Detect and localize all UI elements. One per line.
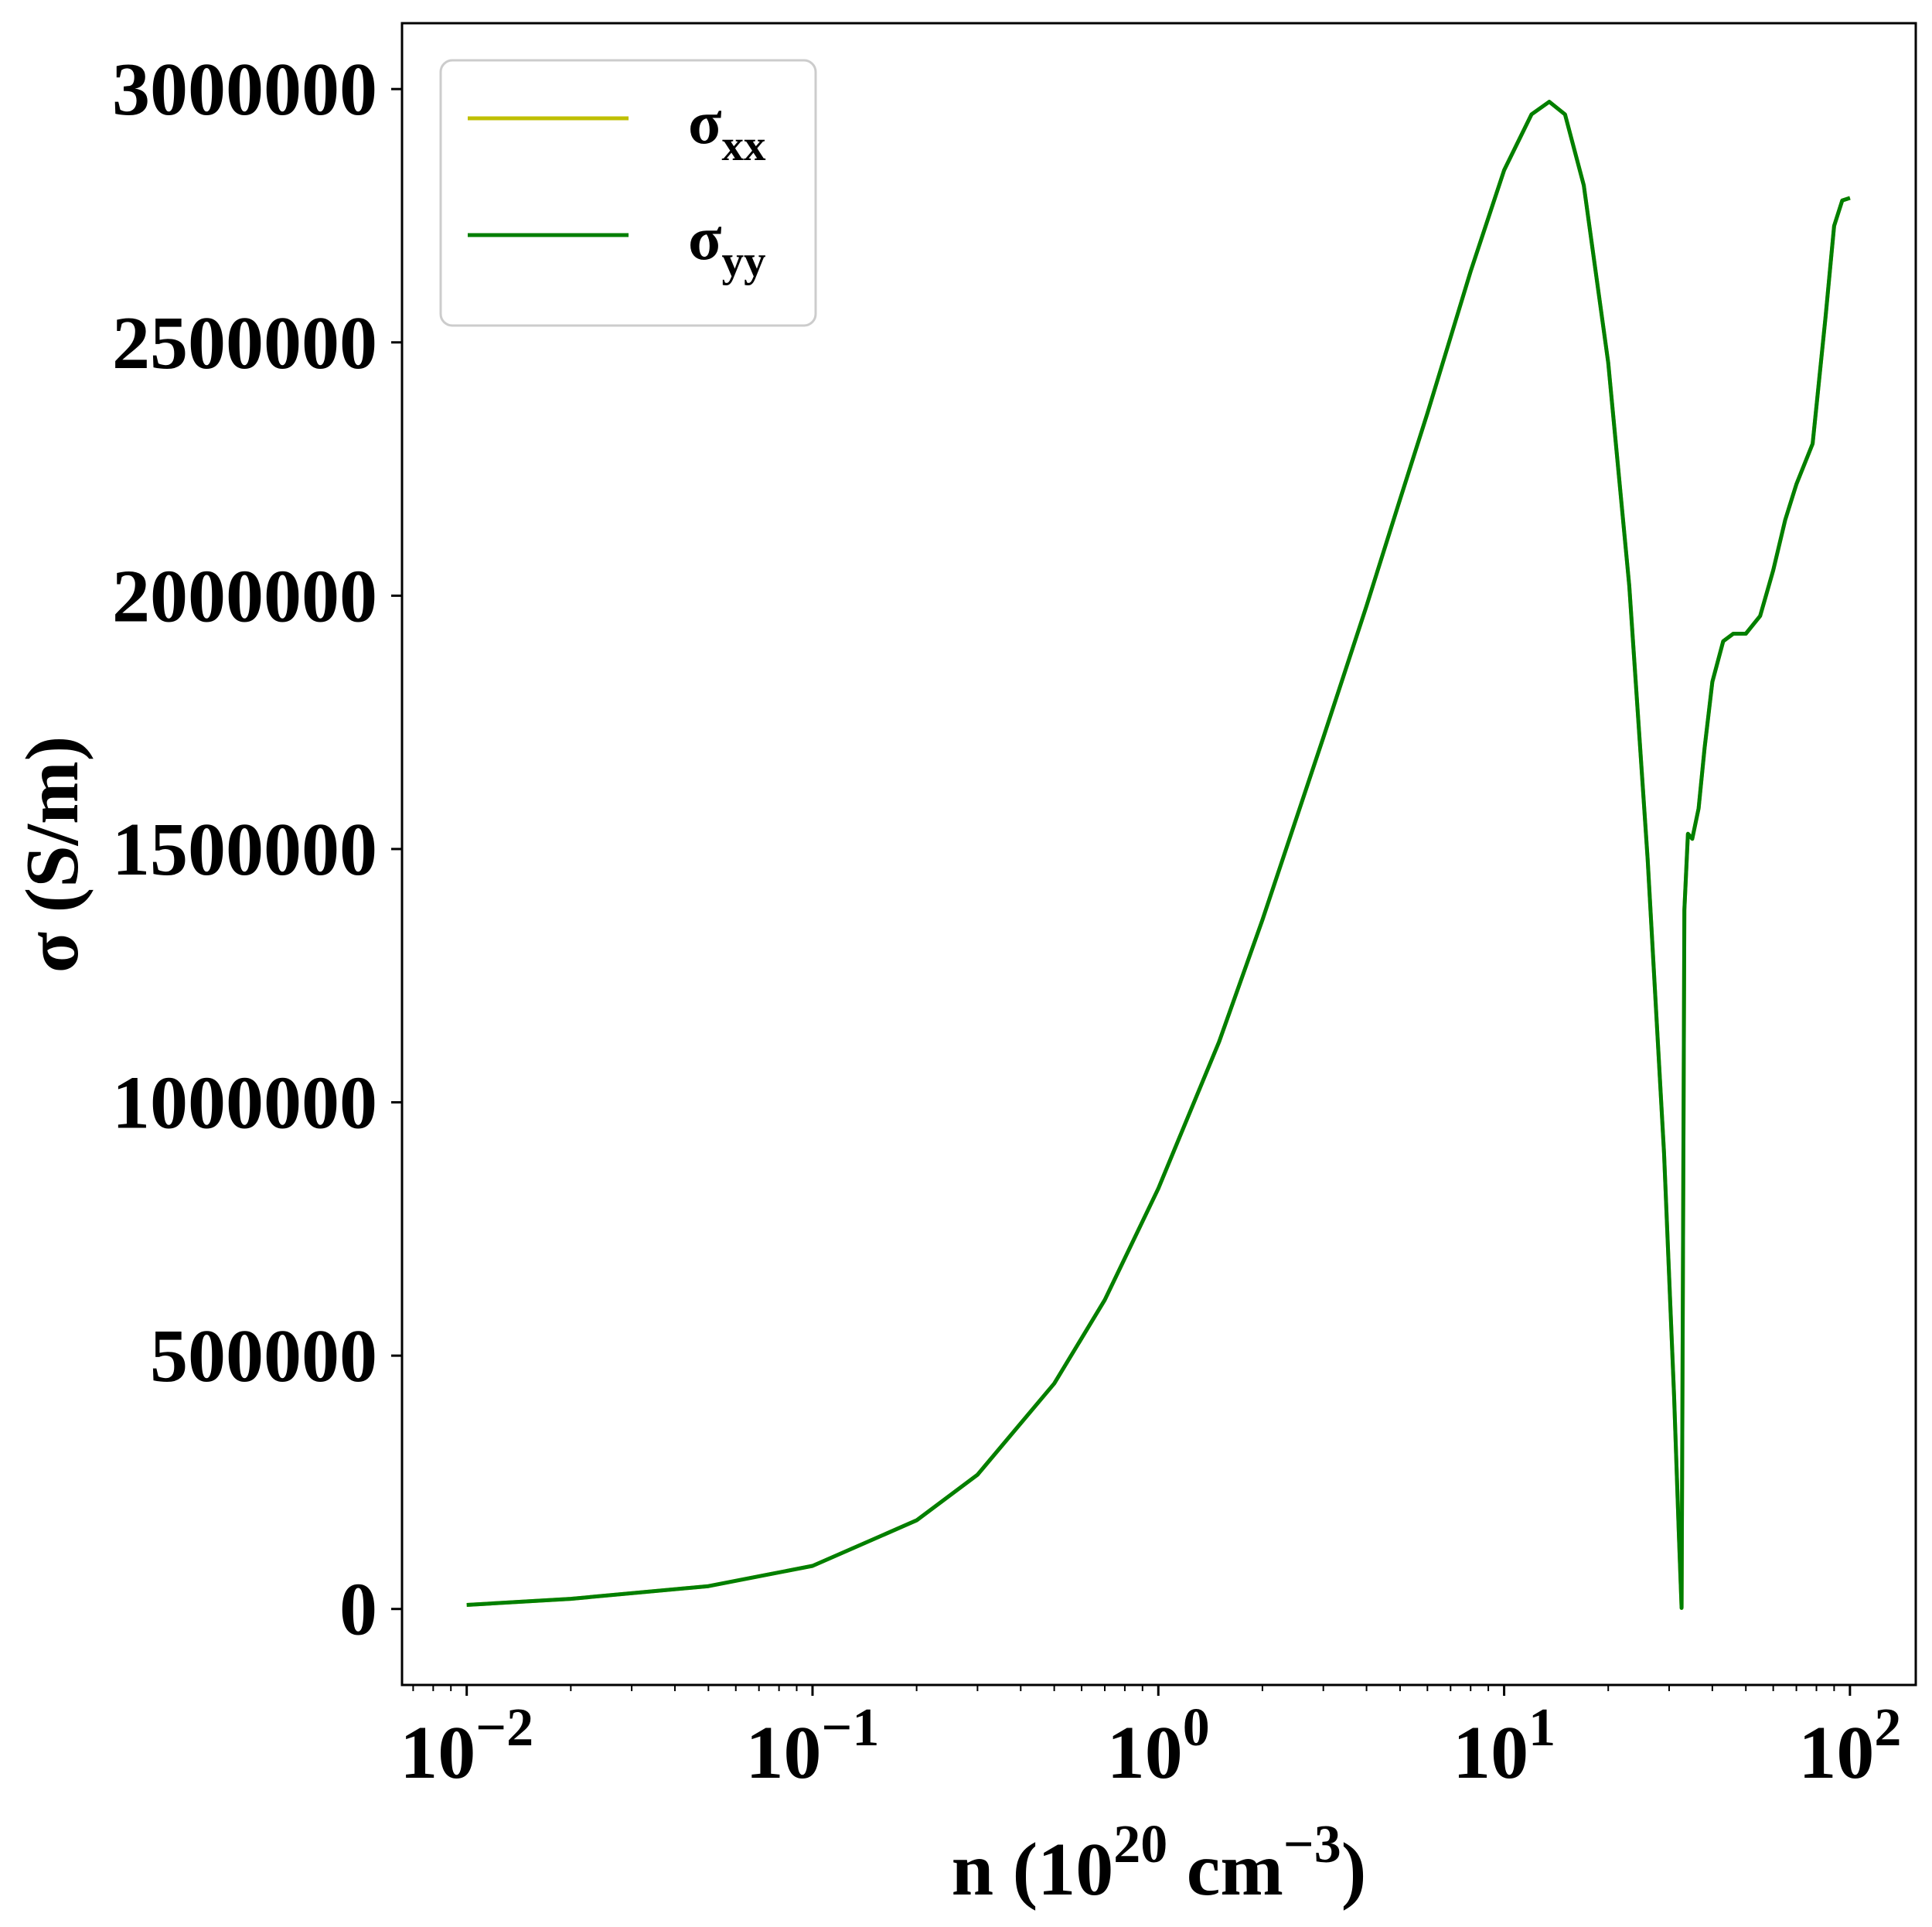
y-tick-label-1: 500000 — [150, 1315, 377, 1398]
x-tick-label-1: 10−1 — [746, 1698, 880, 1795]
legend-label-syy-sub: yy — [722, 237, 766, 286]
x-tick-label-0: 10−2 — [400, 1698, 533, 1795]
y-tick-label-2: 1000000 — [112, 1062, 377, 1145]
series-line-1 — [466, 100, 1851, 1610]
y-tick-label-0: 0 — [339, 1568, 377, 1652]
legend-label-sxx-base: σ — [688, 89, 722, 157]
legend-box — [439, 59, 817, 327]
x-axis-label-mid: cm — [1167, 1828, 1283, 1912]
y-tick-label-4: 2000000 — [112, 554, 377, 638]
ticks-layer: 0 500000 1000000 1500000 2000000 2500000 30000… — [112, 48, 1901, 1795]
x-tick-label-4: 102 — [1798, 1698, 1901, 1795]
y-tick-label-6: 3000000 — [112, 48, 377, 131]
x-axis-label: n (1020 cm−3) — [952, 1815, 1367, 1912]
legend-label-syy-base: σ — [688, 205, 722, 273]
legend-label-sxx: σxx — [688, 89, 766, 170]
legend-label-sxx-sub: xx — [722, 121, 767, 170]
y-tick-label-5: 2500000 — [112, 302, 377, 385]
y-tick-label-3: 1500000 — [112, 808, 377, 892]
x-axis-label-sup2: −3 — [1283, 1815, 1341, 1874]
x-tick-label-2: 100 — [1107, 1698, 1210, 1795]
x-axis-label-sup: 20 — [1113, 1815, 1167, 1874]
legend-label-syy: σyy — [688, 205, 766, 286]
legend: σxx σyy — [439, 59, 817, 327]
x-axis-label-main: n (10 — [952, 1828, 1114, 1912]
x-axis-label-end: ) — [1341, 1828, 1367, 1912]
x-tick-label-3: 101 — [1453, 1698, 1555, 1795]
series-layer — [466, 100, 1851, 1610]
y-axis-label: σ (S/m) — [11, 736, 94, 973]
